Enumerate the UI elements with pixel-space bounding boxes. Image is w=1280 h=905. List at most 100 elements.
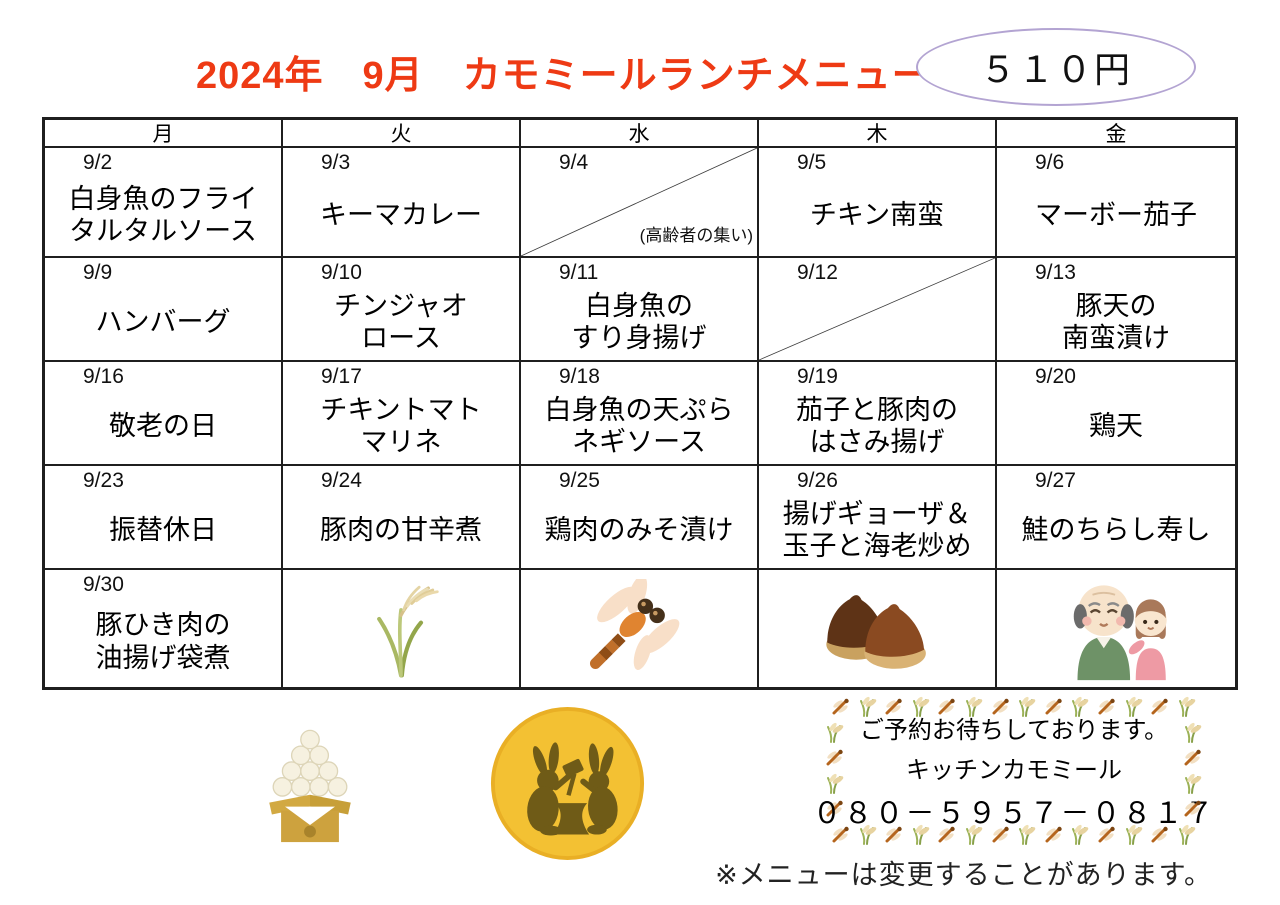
cell-date: 9/12 <box>797 261 838 284</box>
susuki-grass-icon <box>910 824 932 846</box>
cell-date: 9/30 <box>83 573 124 596</box>
illustration-cell-dragonfly <box>521 570 759 687</box>
susuki-grass-icon <box>824 722 846 744</box>
phone-number: ０８０－５９５７－０８１７ <box>812 798 1216 830</box>
holiday-cell-9-23: 9/23 振替休日 <box>45 466 283 570</box>
cell-menu: 鶏肉のみそ漬け <box>544 514 734 545</box>
cell-date: 9/11 <box>559 261 599 284</box>
susuki-grass-icon <box>1176 696 1198 718</box>
reservation-text: ご予約お待ちしております。 キッチンカモミール ０８０－５９５７－０８１７ <box>813 717 1214 830</box>
dragonfly-icon <box>1182 798 1204 820</box>
cell-date: 9/3 <box>321 151 351 174</box>
cell-date: 9/9 <box>83 261 113 284</box>
susuki-grass-icon <box>963 824 985 846</box>
cell-menu: ハンバーグ <box>95 306 231 337</box>
cell-menu: 揚げギョーザ＆ 玉子と海老炒め <box>782 498 972 561</box>
dragonfly-icon <box>1182 747 1204 769</box>
dragonfly-icon <box>883 824 905 846</box>
day-header-mon: 月 <box>45 120 283 148</box>
menu-cell-9-25: 9/25 鶏肉のみそ漬け <box>521 466 759 570</box>
susuki-grass-icon <box>1016 824 1038 846</box>
cell-menu: 茄子と豚肉の はさみ揚げ <box>796 394 958 457</box>
cell-date: 9/5 <box>797 151 827 174</box>
reservation-box: ご予約お待ちしております。 キッチンカモミール ０８０－５９５７－０８１７ <box>813 696 1214 846</box>
price-text: ５１０円 <box>979 49 1132 90</box>
reservation-message: ご予約お待ちしております。 <box>859 717 1169 744</box>
dragonfly-icon <box>830 696 852 718</box>
susuki-grass-icon <box>1123 824 1145 846</box>
decorative-border-bottom <box>830 824 1198 846</box>
dragonfly-icon <box>1149 824 1171 846</box>
diagonal-strikethrough <box>521 148 757 256</box>
cell-date: 9/2 <box>83 151 113 174</box>
dragonfly-icon <box>1043 824 1065 846</box>
holiday-label: 敬老の日 <box>109 410 217 441</box>
illustration-cell-chestnuts <box>759 570 997 687</box>
cell-menu: マーボー茄子 <box>1035 199 1197 230</box>
page-title: 2024年 9月 カモミールランチメニュー <box>196 55 931 97</box>
cell-date: 9/26 <box>797 469 838 492</box>
cell-menu: 豚ひき肉の 油揚げ袋煮 <box>95 610 231 673</box>
grandpa-and-grandchild-icon <box>1045 575 1187 683</box>
cell-date: 9/6 <box>1035 151 1065 174</box>
susuki-grass-icon <box>1176 824 1198 846</box>
menu-cell-9-9: 9/9 ハンバーグ <box>45 258 283 362</box>
menu-cell-9-18: 9/18 白身魚の天ぷら ネギソース <box>521 362 759 466</box>
menu-cell-9-30: 9/30 豚ひき肉の 油揚げ袋煮 <box>45 570 283 687</box>
shop-name: キッチンカモミール <box>906 757 1122 784</box>
cell-menu: キーマカレー <box>320 199 482 230</box>
menu-cell-9-27: 9/27 鮭のちらし寿し <box>997 466 1235 570</box>
day-header-fri: 金 <box>997 120 1235 148</box>
moon-rabbits-icon <box>489 705 646 862</box>
closed-cell-9-12: 9/12 <box>759 258 997 362</box>
price-badge: ５１０円 <box>916 28 1196 106</box>
menu-cell-9-19: 9/19 茄子と豚肉の はさみ揚げ <box>759 362 997 466</box>
menu-change-note: ※メニューは変更することがあります。 <box>715 860 1212 890</box>
susuki-grass-icon <box>1182 722 1204 744</box>
dragonfly-icon <box>936 824 958 846</box>
tsukimi-dango-icon <box>264 712 356 846</box>
menu-cell-9-13: 9/13 豚天の 南蛮漬け <box>997 258 1235 362</box>
holiday-cell-9-16: 9/16 敬老の日 <box>45 362 283 466</box>
cell-menu: チンジャオ ロース <box>334 290 468 353</box>
cell-note: (高齢者の集い) <box>639 226 753 245</box>
cell-menu: 豚肉の甘辛煮 <box>320 514 482 545</box>
menu-cell-9-3: 9/3 キーマカレー <box>283 148 521 258</box>
susuki-grass-icon <box>355 579 447 679</box>
holiday-label: 振替休日 <box>109 514 217 545</box>
dragonfly-icon <box>830 824 852 846</box>
day-header-tue: 火 <box>283 120 521 148</box>
menu-calendar: 月 火 水 木 金 9/2 白身魚のフライ タルタルソース 9/3 キーマカレー… <box>42 117 1238 690</box>
menu-cell-9-20: 9/20 鶏天 <box>997 362 1235 466</box>
day-header-thu: 木 <box>759 120 997 148</box>
susuki-grass-icon <box>1069 824 1091 846</box>
menu-cell-9-10: 9/10 チンジャオ ロース <box>283 258 521 362</box>
menu-cell-9-6: 9/6 マーボー茄子 <box>997 148 1235 258</box>
cell-date: 9/17 <box>321 365 362 388</box>
diagonal-strikethrough <box>759 258 995 360</box>
cell-date: 9/4 <box>559 151 589 174</box>
cell-menu: 白身魚の天ぷら ネギソース <box>544 394 734 457</box>
cell-date: 9/24 <box>321 469 362 492</box>
menu-cell-9-24: 9/24 豚肉の甘辛煮 <box>283 466 521 570</box>
cell-menu: チキントマト マリネ <box>320 394 482 457</box>
menu-cell-9-2: 9/2 白身魚のフライ タルタルソース <box>45 148 283 258</box>
dragonfly-icon <box>824 747 846 769</box>
cell-menu: 豚天の 南蛮漬け <box>1062 290 1170 353</box>
susuki-grass-icon <box>857 824 879 846</box>
cell-date: 9/27 <box>1035 469 1076 492</box>
cell-menu: 白身魚のフライ タルタルソース <box>68 183 258 246</box>
cell-menu: 鶏天 <box>1089 410 1143 441</box>
cell-menu: 白身魚の すり身揚げ <box>571 290 707 353</box>
decorative-border-right <box>1182 722 1204 820</box>
chestnuts-icon <box>809 581 945 676</box>
cell-date: 9/16 <box>83 365 124 388</box>
dragonfly-icon <box>1096 824 1118 846</box>
cell-date: 9/20 <box>1035 365 1076 388</box>
illustration-cell-susuki <box>283 570 521 687</box>
dragonfly-icon <box>990 824 1012 846</box>
day-header-wed: 水 <box>521 120 759 148</box>
menu-cell-9-26: 9/26 揚げギョーザ＆ 玉子と海老炒め <box>759 466 997 570</box>
cell-date: 9/19 <box>797 365 838 388</box>
cell-date: 9/23 <box>83 469 124 492</box>
